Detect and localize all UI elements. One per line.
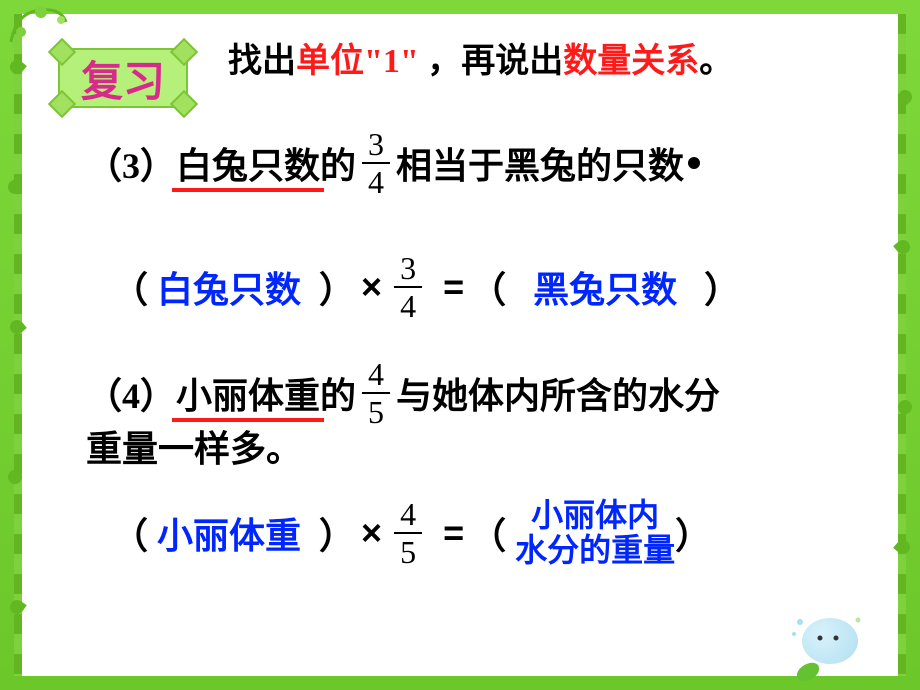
paren-open: （ bbox=[112, 507, 148, 559]
fraction-denominator: 4 bbox=[368, 164, 384, 198]
underline-q4 bbox=[172, 418, 324, 422]
title-pre: 找出 bbox=[228, 43, 296, 80]
question-4-line2: 重量一样多。 bbox=[86, 420, 302, 472]
eq2-right-top: 小丽体内 bbox=[531, 498, 659, 533]
eq1-right: 黑兔只数 bbox=[533, 261, 677, 313]
title-kw2: 数量关系 bbox=[563, 43, 699, 80]
q3-tail: 相当于黑兔的只数 bbox=[396, 137, 684, 189]
mascot-icon bbox=[790, 612, 870, 682]
q3-label: （3） bbox=[86, 137, 176, 189]
q3-possessive: 的 bbox=[320, 137, 356, 189]
paren-open: （ bbox=[470, 261, 506, 313]
leaf-icon bbox=[893, 237, 913, 257]
q3-fraction: 3 4 bbox=[362, 128, 390, 198]
eq1-left: 白兔只数 bbox=[157, 261, 301, 313]
vine-right bbox=[898, 14, 906, 676]
equals-sign: = bbox=[443, 266, 464, 308]
leaf-icon bbox=[7, 597, 26, 616]
q4-subject: 小丽体重 bbox=[176, 367, 320, 419]
review-tag-text: 复习 bbox=[81, 48, 165, 109]
q4-tail-a: 与她体内所含的水分 bbox=[396, 367, 720, 419]
paren-close: ） bbox=[319, 261, 355, 313]
title-mid: ，再说出 bbox=[419, 43, 564, 80]
equation-1: （ 白兔只数 ） × 3 4 = （ 黑兔只数 ） bbox=[112, 252, 740, 322]
eq2-fraction: 4 5 bbox=[394, 498, 422, 568]
times-sign: × bbox=[361, 266, 382, 308]
eq2-right-stack: 小丽体内 水分的重量 bbox=[515, 498, 675, 568]
paren-open: （ bbox=[470, 507, 506, 559]
fraction-denominator: 5 bbox=[368, 394, 384, 428]
paren-open: （ bbox=[112, 261, 148, 313]
q3-subject: 白兔只数 bbox=[176, 137, 320, 189]
eq2-right-bot: 水分的重量 bbox=[515, 533, 675, 568]
paren-close: ） bbox=[675, 507, 711, 559]
review-tag: 复习 bbox=[58, 48, 188, 108]
fraction-numerator: 3 bbox=[394, 252, 422, 288]
leaf-icon bbox=[893, 537, 913, 557]
eq1-fraction: 3 4 bbox=[394, 252, 422, 322]
equals-sign: = bbox=[443, 512, 464, 554]
instruction-title: 找出单位"1" ，再说出数量关系。 bbox=[228, 33, 733, 82]
eq2-left: 小丽体重 bbox=[157, 507, 301, 559]
tag-corner-icon bbox=[170, 90, 198, 118]
title-kw1: 单位"1" bbox=[296, 43, 419, 80]
leaf-icon bbox=[7, 57, 27, 77]
title-post: 。 bbox=[699, 43, 733, 80]
q4-possessive: 的 bbox=[320, 367, 356, 419]
tag-corner-icon bbox=[48, 90, 76, 118]
tag-corner-icon bbox=[170, 38, 198, 66]
paren-close: ） bbox=[319, 507, 355, 559]
times-sign: × bbox=[361, 512, 382, 554]
paren-close: ） bbox=[704, 261, 740, 313]
vine-left bbox=[14, 14, 22, 676]
fraction-numerator: 4 bbox=[394, 498, 422, 534]
fraction-denominator: 4 bbox=[400, 288, 416, 322]
fraction-numerator: 4 bbox=[362, 358, 390, 394]
equation-2: （ 小丽体重 ） × 4 5 = （ 小丽体内 水分的重量 ） bbox=[112, 498, 711, 568]
fraction-denominator: 5 bbox=[400, 534, 416, 568]
underline-q3 bbox=[172, 188, 324, 192]
period-icon bbox=[688, 157, 700, 169]
q4-label: （4） bbox=[86, 367, 176, 419]
q4-fraction: 4 5 bbox=[362, 358, 390, 428]
q4-tail-b: 重量一样多。 bbox=[86, 420, 302, 472]
fraction-numerator: 3 bbox=[362, 128, 390, 164]
leaf-icon bbox=[7, 317, 27, 337]
